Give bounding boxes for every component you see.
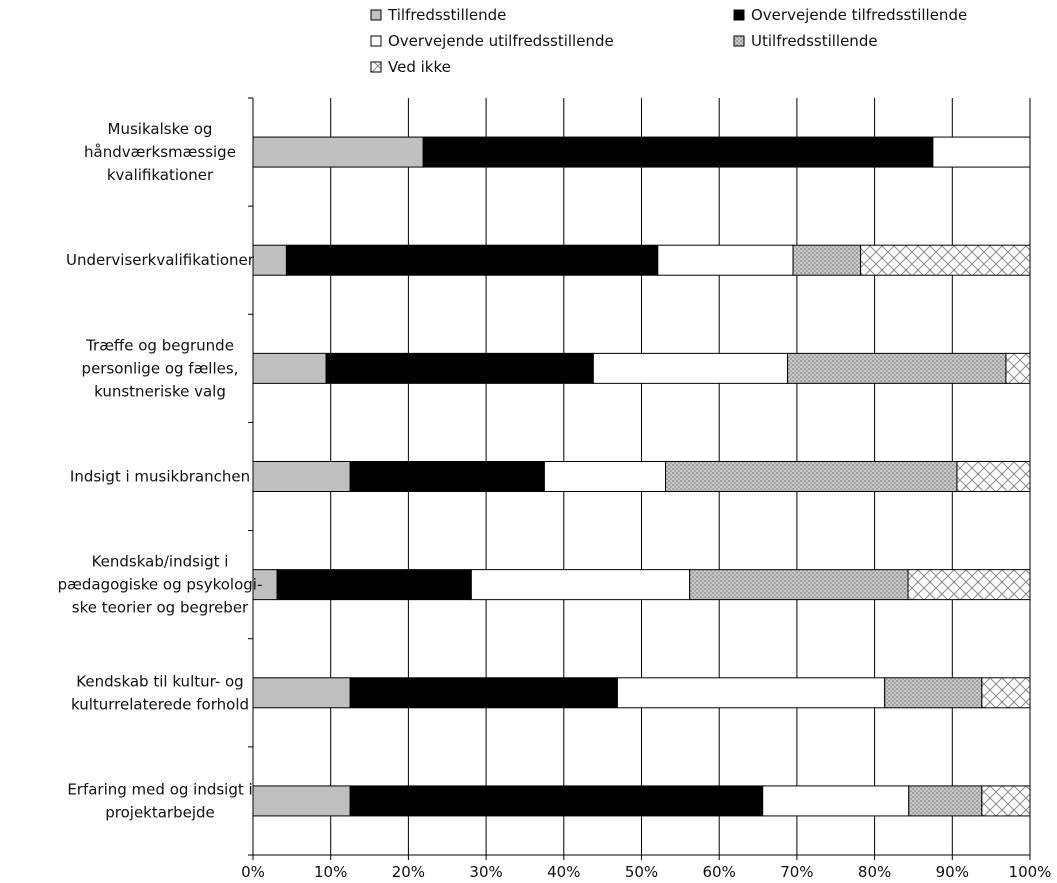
bar-segment xyxy=(252,136,424,168)
legend-label: Ved ikke xyxy=(388,58,451,76)
bar-segment xyxy=(616,677,886,709)
bar-segment xyxy=(252,352,327,384)
x-tick-label: 50% xyxy=(625,863,658,881)
bar-segment xyxy=(285,244,659,276)
x-tick-label: 0% xyxy=(241,863,265,881)
category-label: Kendskab til kultur- og xyxy=(76,672,243,690)
legend-swatch xyxy=(733,35,745,47)
x-tick-label: 60% xyxy=(703,863,736,881)
category-label: Erfaring med og indsigt i xyxy=(67,780,252,798)
bar-segment xyxy=(907,569,1031,601)
bar-segment xyxy=(665,461,958,492)
category-label: kvalifikationer xyxy=(107,166,214,184)
x-tick-label: 70% xyxy=(780,863,813,881)
bar-segment xyxy=(470,569,691,601)
category-label: Kendskab/indsigt i xyxy=(92,553,229,571)
category-label: personlige og fælles, xyxy=(82,359,239,377)
category-label: ske teorier og begreber xyxy=(72,599,249,617)
bar-segment xyxy=(422,136,934,168)
x-tick-label: 20% xyxy=(392,863,425,881)
bar-segment xyxy=(349,461,545,492)
bar-segment xyxy=(762,785,910,817)
legend-label: Utilfredsstillende xyxy=(751,32,878,50)
legend-label: Tilfredsstillende xyxy=(387,6,506,24)
category-label: Træffe og begrunde xyxy=(85,336,234,354)
legend: Tilfredsstillende Overvejende tilfredssti… xyxy=(370,6,967,76)
axes xyxy=(248,97,1031,860)
bar-segment xyxy=(252,244,287,276)
category-label: Underviserkvalifikationer xyxy=(66,251,255,269)
x-tick-label: 30% xyxy=(469,863,502,881)
category-label: kulturrelaterede forhold xyxy=(71,695,249,713)
x-tick-label: 90% xyxy=(936,863,969,881)
bar-segment xyxy=(349,785,764,817)
category-label: pædagogiske og psykologi- xyxy=(58,576,263,594)
bar-segment xyxy=(981,677,1031,709)
bar-segment xyxy=(689,569,909,601)
bar-segment xyxy=(657,244,794,276)
x-tick-label: 40% xyxy=(547,863,580,881)
category-label: kunstneriske valg xyxy=(94,382,226,400)
legend-swatch xyxy=(370,9,382,21)
category-label: projektarbejde xyxy=(105,803,215,821)
bar-segment xyxy=(276,569,472,601)
x-tick-label: 80% xyxy=(858,863,891,881)
legend-swatch xyxy=(370,61,382,73)
category-labels: Musikalske og håndværksmæssige kvalifikati… xyxy=(58,120,263,821)
bar-segment xyxy=(884,677,983,709)
bar-segment xyxy=(252,461,351,492)
legend-swatch xyxy=(733,9,745,21)
bar-segment xyxy=(956,461,1031,492)
bar-segment xyxy=(252,677,351,709)
bars xyxy=(252,136,1031,817)
bar-segment xyxy=(908,785,983,817)
bar-segment xyxy=(325,352,594,384)
bar-segment xyxy=(349,677,618,709)
legend-label: Overvejende utilfredsstillende xyxy=(388,32,614,50)
bar-segment xyxy=(252,785,351,817)
x-tick-labels: 0% 10% 20% 30% 40% 50% 60% 70% 80% 90% 100% xyxy=(241,863,1051,881)
bar-segment xyxy=(792,244,862,276)
bar-segment xyxy=(860,244,1031,276)
x-tick-label: 10% xyxy=(314,863,347,881)
legend-label: Overvejende tilfredsstillende xyxy=(751,6,967,24)
category-label: håndværksmæssige xyxy=(84,143,236,161)
bar-segment xyxy=(932,136,1031,168)
legend-swatch xyxy=(370,35,382,47)
bar-segment xyxy=(1005,352,1031,384)
bar-segment xyxy=(543,461,667,492)
bar-segment xyxy=(592,352,789,384)
bar-segment xyxy=(981,785,1031,817)
category-label: Musikalske og xyxy=(108,120,213,138)
x-tick-label: 100% xyxy=(1009,863,1052,881)
category-label: Indsigt i musikbranchen xyxy=(70,468,250,486)
bar-segment xyxy=(787,352,1007,384)
